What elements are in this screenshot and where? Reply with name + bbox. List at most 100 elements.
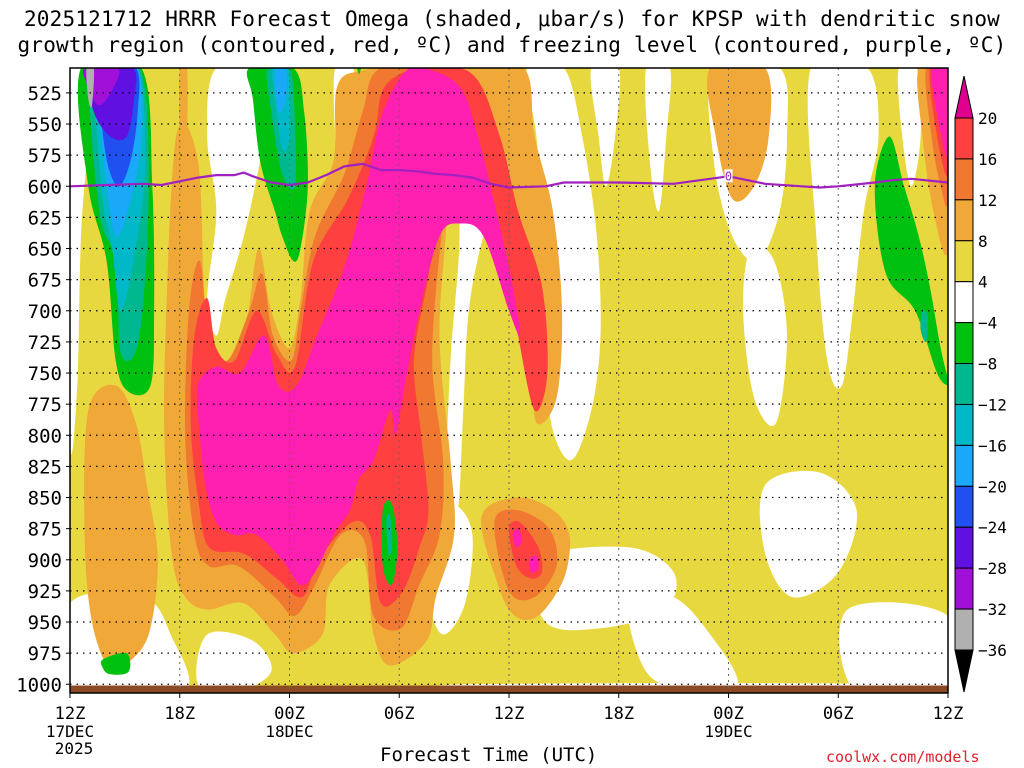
y-tick-label: 1000 (16, 674, 62, 696)
x-tick-label: 18Z (164, 704, 195, 724)
y-tick-label: 800 (28, 425, 62, 447)
credit-text: coolwx.com/models (826, 748, 980, 766)
colorbar: 20 16 12 8 4 −4 −8 −12 −16 −20 −24 −28 −32 −36 (954, 75, 1007, 693)
freezing-label-bg (724, 169, 733, 183)
grid-lines (70, 68, 948, 693)
colorbar-bottom-cap (954, 649, 974, 693)
colorbar-label: −8 (978, 355, 997, 374)
chart-title-line-2: growth region (contoured, red, ºC) and f… (17, 33, 1007, 57)
omega-region (274, 68, 287, 113)
y-tick-label: 550 (28, 114, 62, 136)
omega-region (528, 555, 539, 573)
colorbar-segment (954, 485, 974, 528)
omega-region (590, 68, 621, 187)
colorbar-label: −20 (978, 477, 1007, 496)
omega-region (84, 384, 158, 675)
y-tick-label: 725 (28, 332, 62, 354)
x-tick-label: 06Z (823, 704, 854, 724)
freezing-level-contour: 0 (70, 162, 948, 189)
omega-region (526, 68, 601, 461)
x-tick-label: 12Z (494, 704, 525, 724)
colorbar-label: −36 (978, 641, 1007, 660)
y-tick-label: 600 (28, 176, 62, 198)
y-tick-label: 675 (28, 270, 62, 292)
y-tick-label: 650 (28, 239, 62, 261)
omega-region (839, 602, 948, 693)
colorbar-label: 16 (978, 150, 997, 169)
omega-region (931, 68, 948, 158)
colorbar-top-cap (954, 75, 974, 119)
omega-region (179, 68, 188, 187)
y-tick-label: 575 (28, 145, 62, 167)
y-tick-label: 900 (28, 550, 62, 572)
omega-region (759, 470, 858, 598)
omega-region (626, 589, 738, 692)
colorbar-label: 20 (978, 109, 997, 128)
x-axis-title: Forecast Time (UTC) (380, 744, 598, 766)
y-tick-label: 850 (28, 488, 62, 510)
x-year-label: 2025 (55, 739, 94, 758)
colorbar-label: 8 (978, 232, 988, 251)
omega-region (386, 513, 392, 556)
x-tick-label: 12Z (55, 704, 86, 724)
colorbar-segment (954, 608, 974, 651)
colorbar-label: 12 (978, 191, 997, 210)
omega-region (86, 68, 95, 108)
chart-title: 2025121712 HRRR Forecast Omega (shaded, … (0, 6, 1024, 58)
colorbar-segment (954, 322, 974, 365)
chart-title-line-1: 2025121712 HRRR Forecast Omega (shaded, … (23, 7, 1001, 31)
colorbar-label: 4 (978, 273, 988, 292)
omega-region (743, 244, 788, 427)
omega-region (897, 68, 921, 187)
y-tick-label: 525 (28, 83, 62, 105)
y-axis: 525 550 575 600 625 650 675 700 725 750 775 800 825 8… (16, 83, 70, 696)
freezing-level-line (70, 162, 948, 189)
colorbar-segment (954, 567, 974, 610)
ground-strip (70, 685, 948, 693)
y-tick-label: 775 (28, 394, 62, 416)
x-date-label: 18DEC (265, 722, 313, 741)
y-tick-label: 975 (28, 643, 62, 665)
colorbar-segment (954, 240, 974, 283)
x-tick-label: 00Z (274, 704, 305, 724)
colorbar-segment (954, 281, 974, 324)
y-tick-label: 625 (28, 207, 62, 229)
colorbar-label: −28 (978, 559, 1007, 578)
y-tick-label: 825 (28, 456, 62, 478)
omega-region (920, 310, 929, 343)
y-tick-label: 700 (28, 301, 62, 323)
omega-region (70, 68, 90, 455)
x-tick-label: 06Z (384, 704, 415, 724)
x-tick-label: 00Z (713, 704, 744, 724)
x-date-label: 17DEC (46, 722, 94, 741)
omega-region (100, 652, 131, 675)
x-tick-label: 12Z (933, 704, 964, 724)
colorbar-label: −12 (978, 395, 1007, 414)
omega-region (707, 68, 772, 202)
omega-shading (70, 68, 948, 693)
colorbar-segment (954, 526, 974, 569)
omega-region (807, 68, 879, 389)
colorbar-label: −16 (978, 436, 1007, 455)
colorbar-label: −32 (978, 600, 1007, 619)
y-tick-label: 875 (28, 519, 62, 541)
colorbar-segment (954, 199, 974, 242)
omega-region (196, 68, 521, 586)
omega-region (874, 136, 948, 386)
y-tick-label: 750 (28, 363, 62, 385)
colorbar-segment (954, 158, 974, 201)
colorbar-label: −4 (978, 314, 997, 333)
colorbar-segment (954, 444, 974, 487)
y-tick-label: 925 (28, 581, 62, 603)
freezing-level-label: 0 (725, 169, 732, 183)
colorbar-segment (954, 363, 974, 405)
colorbar-segment (954, 117, 974, 160)
x-date-label: 19DEC (704, 722, 752, 741)
omega-region (512, 528, 522, 548)
x-tick-label: 18Z (603, 704, 634, 724)
omega-region (645, 68, 672, 212)
y-tick-label: 950 (28, 612, 62, 634)
omega-region (357, 68, 361, 75)
